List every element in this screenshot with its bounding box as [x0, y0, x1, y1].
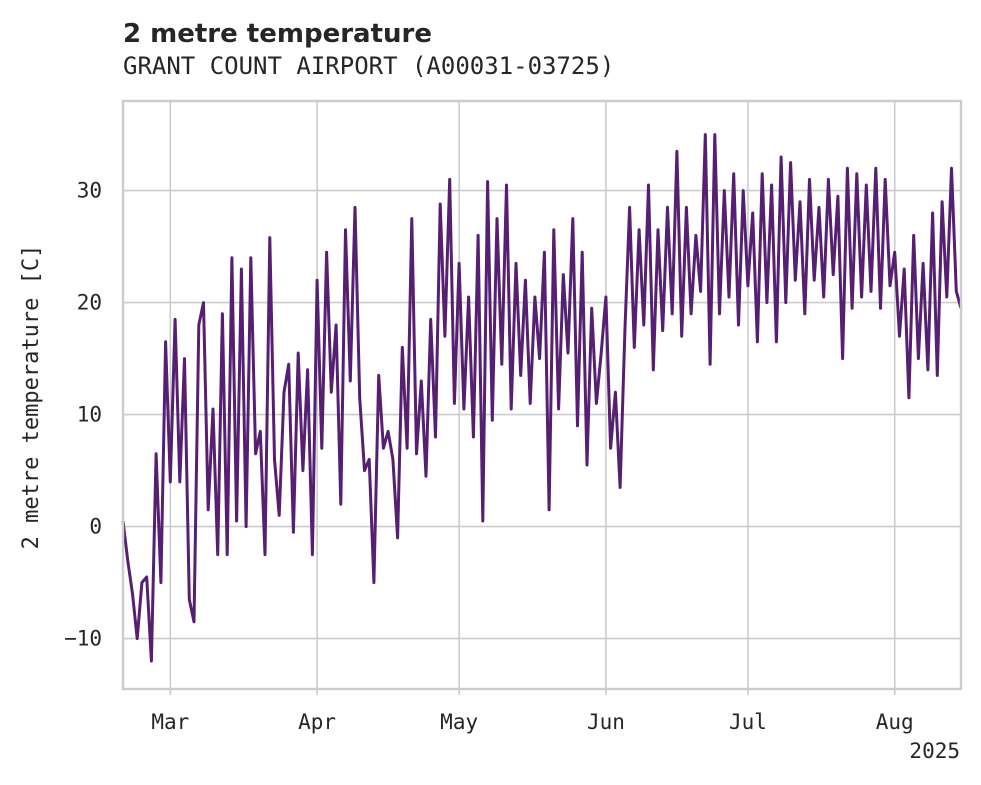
x-tick-label: Aug	[876, 710, 914, 734]
x-tick-label: Apr	[298, 710, 336, 734]
temperature-series-line	[121, 133, 963, 663]
y-tick-label: 0	[89, 515, 102, 539]
grid	[123, 101, 961, 689]
x-tick-label: Jul	[729, 710, 767, 734]
plot-frame	[121, 99, 963, 691]
y-tick-label: 30	[77, 179, 102, 203]
chart-title: 2 metre temperature	[123, 19, 432, 49]
x-tick-label: Jun	[587, 710, 625, 734]
x-tick-label: Mar	[151, 710, 189, 734]
x-tick-label: May	[440, 710, 478, 734]
y-tick-label: −10	[64, 627, 102, 651]
y-tick-label: 10	[77, 403, 102, 427]
y-tick-label: 20	[77, 291, 102, 315]
tick-labels: Mar Apr May Jun Jul Aug −10 0 10 20 30	[64, 179, 914, 734]
series-layer	[121, 133, 963, 663]
x-offset-label: 2025	[909, 739, 960, 763]
chart-subtitle: GRANT COUNT AIRPORT (A00031-03725)	[123, 52, 614, 80]
y-axis-label: 2 metre temperature [C]	[19, 245, 44, 550]
